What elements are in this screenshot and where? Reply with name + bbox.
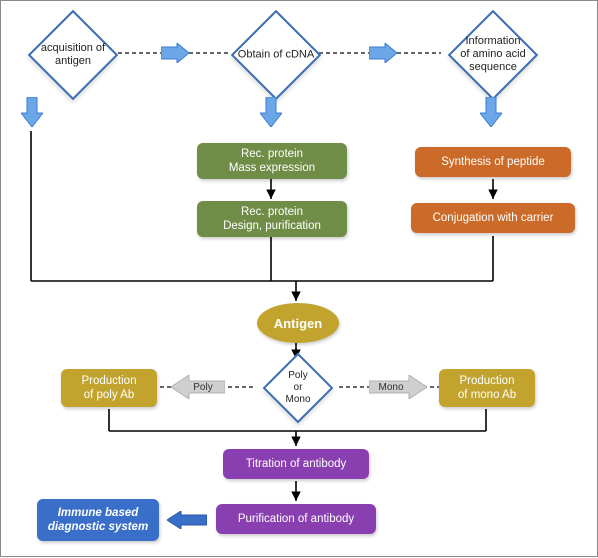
arrow-down-icon xyxy=(21,97,43,127)
arrow-right-icon xyxy=(161,43,189,63)
node-synthesis-peptide: Synthesis of peptide xyxy=(415,147,571,177)
node-label: Obtain of cDNA xyxy=(221,48,331,61)
node-immune-diagnostic: Immune baseddiagnostic system xyxy=(37,499,159,541)
arrow-down-icon xyxy=(260,97,282,127)
node-label: Titration of antibody xyxy=(246,457,347,471)
arrow-right-icon: Mono xyxy=(369,375,427,399)
diagram-canvas: acquisition ofantigen Obtain of cDNA Inf… xyxy=(0,0,598,557)
node-label: Rec. proteinMass expression xyxy=(229,147,315,176)
node-label: Informationof amino acidsequence xyxy=(438,35,548,75)
node-titration-antibody: Titration of antibody xyxy=(223,449,369,479)
node-acquisition-antigen: acquisition ofantigen xyxy=(28,10,119,101)
arrow-left-icon xyxy=(167,511,207,529)
node-obtain-cdna: Obtain of cDNA xyxy=(231,10,322,101)
node-label: Productionof poly Ab xyxy=(82,374,137,403)
node-label: Antigen xyxy=(274,316,322,331)
node-production-mono-ab: Productionof mono Ab xyxy=(439,369,535,407)
node-label: Immune baseddiagnostic system xyxy=(48,506,148,535)
node-rec-protein-mass: Rec. proteinMass expression xyxy=(197,143,347,179)
arrow-right-icon xyxy=(369,43,397,63)
node-production-poly-ab: Productionof poly Ab xyxy=(61,369,157,407)
node-label: PolyorMono xyxy=(268,370,328,406)
node-antigen: Antigen xyxy=(257,303,339,343)
node-label: acquisition ofantigen xyxy=(18,42,128,68)
node-label: Conjugation with carrier xyxy=(433,211,554,225)
arrow-down-icon xyxy=(480,97,502,127)
node-label: Synthesis of peptide xyxy=(441,155,545,169)
arrow-left-icon: Poly xyxy=(171,375,225,399)
node-purification-antibody: Purification of antibody xyxy=(216,504,376,534)
label-mono: Mono xyxy=(378,382,403,393)
label-poly: Poly xyxy=(193,382,212,393)
node-label: Purification of antibody xyxy=(238,512,354,526)
node-conjugation-carrier: Conjugation with carrier xyxy=(411,203,575,233)
node-poly-or-mono: PolyorMono xyxy=(263,353,334,424)
node-label: Productionof mono Ab xyxy=(458,374,516,403)
node-amino-seq: Informationof amino acidsequence xyxy=(448,10,539,101)
node-label: Rec. proteinDesign, purification xyxy=(223,205,321,234)
node-rec-protein-design: Rec. proteinDesign, purification xyxy=(197,201,347,237)
